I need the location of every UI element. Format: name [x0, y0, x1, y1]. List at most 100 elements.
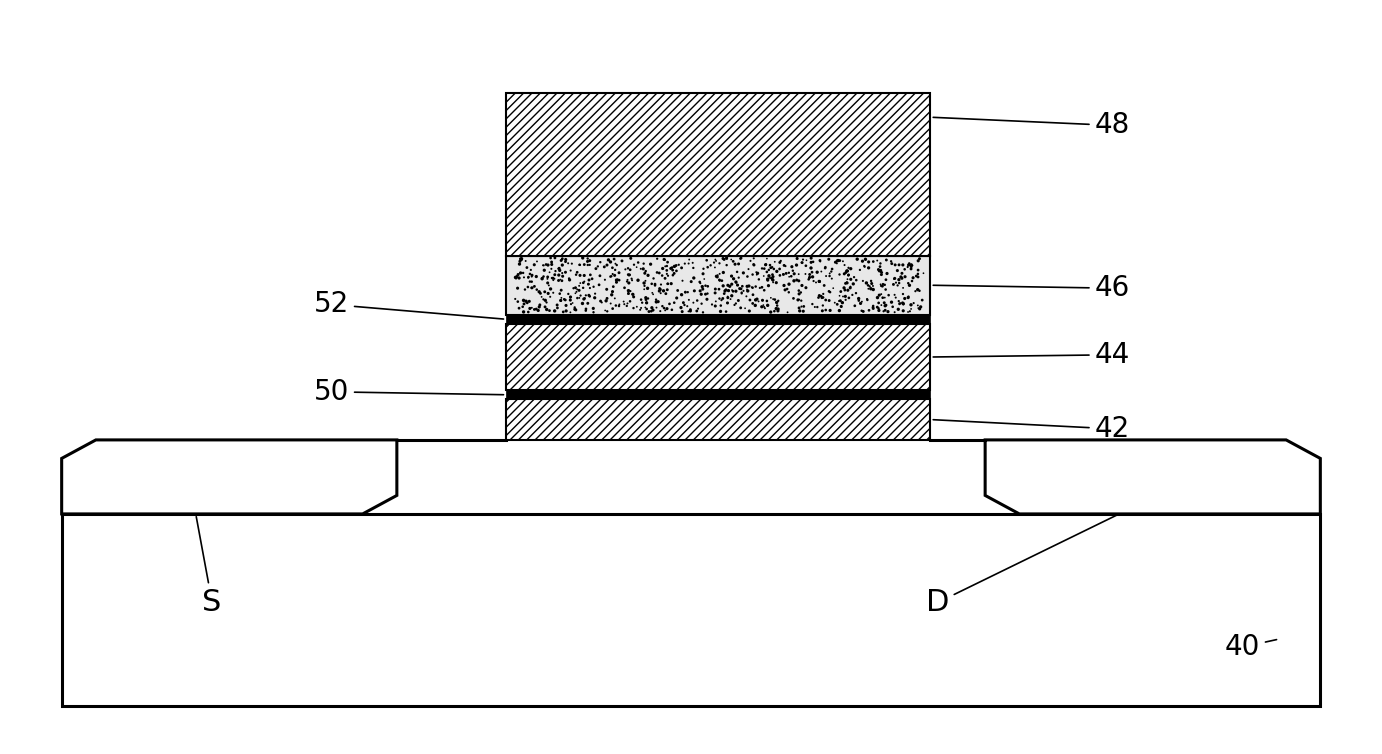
Point — [717, 279, 739, 291]
Point — [737, 280, 759, 293]
Point — [721, 284, 744, 296]
Point — [536, 273, 558, 285]
Point — [802, 271, 824, 283]
Point — [835, 277, 857, 290]
Point — [720, 293, 742, 305]
Point — [694, 273, 716, 285]
Point — [818, 268, 840, 280]
Point — [824, 296, 846, 308]
Point — [867, 292, 889, 304]
Point — [875, 254, 897, 266]
Point — [550, 292, 572, 304]
Point — [728, 283, 750, 295]
Point — [862, 256, 884, 268]
Point — [767, 295, 789, 307]
Point — [633, 277, 655, 289]
Point — [716, 253, 738, 265]
Point — [661, 277, 683, 290]
Point — [897, 292, 919, 304]
Point — [643, 272, 665, 284]
Point — [636, 296, 658, 308]
Point — [578, 290, 600, 302]
Point — [569, 259, 591, 271]
Point — [565, 304, 587, 316]
Point — [645, 302, 668, 314]
Bar — [506, 399, 930, 440]
Text: 46: 46 — [933, 274, 1130, 302]
Point — [873, 279, 896, 291]
Point — [808, 290, 831, 302]
Point — [781, 261, 803, 273]
Point — [662, 269, 684, 281]
Point — [701, 299, 723, 311]
Point — [791, 256, 813, 268]
Point — [709, 257, 731, 269]
Point — [773, 268, 795, 280]
Point — [907, 271, 929, 283]
Point — [792, 305, 814, 317]
Point — [590, 295, 612, 307]
Point — [907, 284, 929, 296]
Point — [778, 267, 800, 279]
Point — [824, 256, 846, 268]
Point — [871, 288, 893, 300]
Point — [568, 284, 590, 296]
Point — [654, 272, 676, 284]
Point — [565, 268, 587, 280]
Point — [510, 253, 532, 265]
Point — [650, 305, 672, 317]
Point — [572, 293, 594, 305]
Bar — [506, 93, 930, 256]
Point — [891, 282, 914, 294]
Point — [835, 266, 857, 278]
Point — [644, 280, 666, 292]
Point — [618, 288, 640, 300]
Point — [768, 256, 791, 268]
Point — [800, 252, 822, 264]
Point — [803, 275, 825, 287]
Text: 42: 42 — [933, 415, 1130, 443]
Point — [831, 300, 853, 312]
Text: 52: 52 — [314, 290, 503, 319]
Point — [854, 261, 876, 273]
Point — [837, 269, 860, 281]
Point — [560, 265, 582, 277]
Point — [536, 303, 558, 315]
Point — [828, 268, 850, 280]
Point — [839, 280, 861, 293]
Point — [871, 299, 893, 311]
Point — [668, 259, 690, 271]
Point — [893, 305, 915, 317]
Point — [893, 299, 915, 311]
Point — [545, 252, 567, 264]
Point — [759, 259, 781, 271]
Point — [538, 279, 560, 291]
Point — [518, 275, 540, 287]
Point — [844, 300, 867, 312]
Point — [539, 291, 561, 303]
Point — [691, 280, 713, 293]
Point — [716, 252, 738, 264]
Point — [550, 294, 572, 306]
Point — [800, 256, 822, 268]
Point — [889, 277, 911, 289]
Point — [836, 265, 858, 277]
Point — [911, 294, 933, 306]
Point — [703, 287, 726, 299]
Point — [692, 283, 714, 295]
Point — [730, 302, 752, 314]
Point — [585, 262, 607, 274]
Point — [579, 259, 601, 271]
Point — [723, 256, 745, 268]
Point — [550, 254, 572, 266]
Point — [568, 292, 590, 304]
Point — [589, 270, 611, 282]
Point — [579, 290, 601, 302]
Point — [887, 303, 909, 315]
Point — [626, 261, 648, 273]
Point — [590, 296, 612, 308]
Point — [748, 274, 770, 286]
Point — [513, 294, 535, 306]
Point — [761, 261, 784, 273]
Point — [789, 305, 811, 317]
